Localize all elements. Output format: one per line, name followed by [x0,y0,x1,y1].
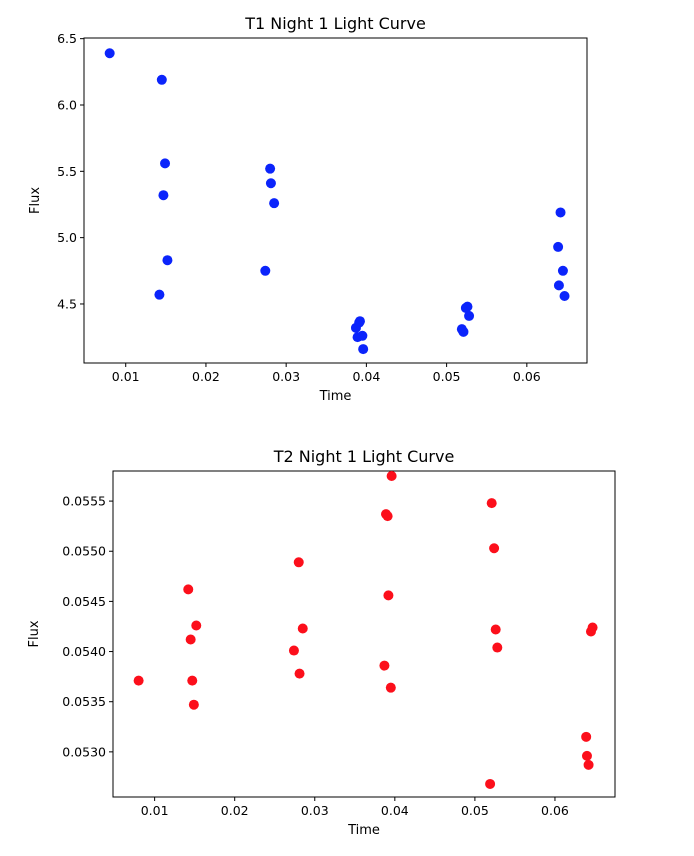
x-tick-label: 0.02 [221,803,249,818]
x-tick-label: 0.05 [433,369,461,384]
data-point [154,289,165,300]
x-tick-label: 0.03 [272,369,300,384]
data-point [260,265,271,276]
data-point [559,291,570,302]
data-point [386,471,397,482]
data-point [183,584,194,595]
data-point [557,265,568,276]
data-point [581,750,592,761]
data-point [297,623,308,634]
y-axis-ticks: 0.0530 0.0535 0.0540 0.0545 0.0550 0.0555 [62,494,113,759]
y-tick-label: 4.5 [57,296,77,311]
plot-frame [83,37,588,364]
x-axis-label: Time [319,389,352,404]
data-point [160,158,171,169]
data-point [188,699,199,710]
y-tick-label: 5.0 [57,230,77,245]
data-point [583,759,594,770]
data-point [133,675,144,686]
y-tick-label: 5.5 [57,164,77,179]
data-point [357,330,368,341]
y-tick-label: 6.5 [57,31,77,46]
y-axis-label: Flux [27,620,42,647]
x-axis-ticks: 0.01 0.02 0.03 0.04 0.05 0.06 [141,797,569,818]
y-tick-label: 0.0540 [62,644,106,659]
data-point [382,511,393,522]
data-points [104,48,570,355]
x-tick-label: 0.03 [301,803,329,818]
data-point [555,207,566,218]
x-tick-label: 0.05 [461,803,489,818]
x-tick-label: 0.01 [112,369,140,384]
data-point [191,620,202,631]
plot-frame [112,470,616,798]
data-point [354,316,365,327]
y-tick-label: 6.0 [57,97,77,112]
data-point [485,778,496,789]
data-point [265,178,276,189]
chart-title: T2 Night 1 Light Curve [273,447,455,466]
data-point [379,660,390,671]
x-axis-ticks: 0.01 0.02 0.03 0.04 0.05 0.06 [112,363,541,384]
y-axis-label: Flux [28,187,43,214]
y-tick-label: 0.0535 [62,694,106,709]
data-point [265,163,276,174]
x-tick-label: 0.04 [381,803,409,818]
data-point [553,241,564,252]
data-point [158,190,169,201]
x-tick-label: 0.02 [192,369,220,384]
data-point [492,642,503,653]
data-point [464,310,475,321]
data-point [358,344,369,355]
data-point [383,590,394,601]
chart-title: T1 Night 1 Light Curve [244,14,426,33]
y-tick-label: 0.0530 [62,744,106,759]
data-point [458,326,469,337]
data-point [269,198,280,209]
data-point [294,668,305,679]
data-point [162,255,173,266]
chart-t2-light-curve: T2 Night 1 Light Curve 0.01 0.02 0.03 0.04 0… [27,447,616,838]
data-point [385,682,396,693]
data-points [133,471,598,789]
data-point [581,731,592,742]
data-point [489,543,500,554]
data-point [293,557,304,568]
y-tick-label: 0.0555 [62,494,106,509]
data-point [490,624,501,635]
x-tick-label: 0.04 [352,369,380,384]
y-tick-label: 0.0545 [62,594,106,609]
data-point [486,498,497,509]
x-tick-label: 0.06 [541,803,569,818]
y-tick-label: 0.0550 [62,544,106,559]
x-tick-label: 0.06 [513,369,541,384]
data-point [553,280,564,291]
data-point [187,675,198,686]
data-point [462,301,473,312]
y-axis-ticks: 4.5 5.0 5.5 6.0 6.5 [57,31,84,311]
data-point [587,622,598,633]
x-tick-label: 0.01 [141,803,169,818]
data-point [185,634,196,645]
data-point [288,645,299,656]
data-point [104,48,115,59]
chart-t1-light-curve: T1 Night 1 Light Curve 0.01 0.02 0.03 0.04 0… [28,14,588,404]
x-axis-label: Time [347,823,380,838]
data-point [156,74,167,85]
